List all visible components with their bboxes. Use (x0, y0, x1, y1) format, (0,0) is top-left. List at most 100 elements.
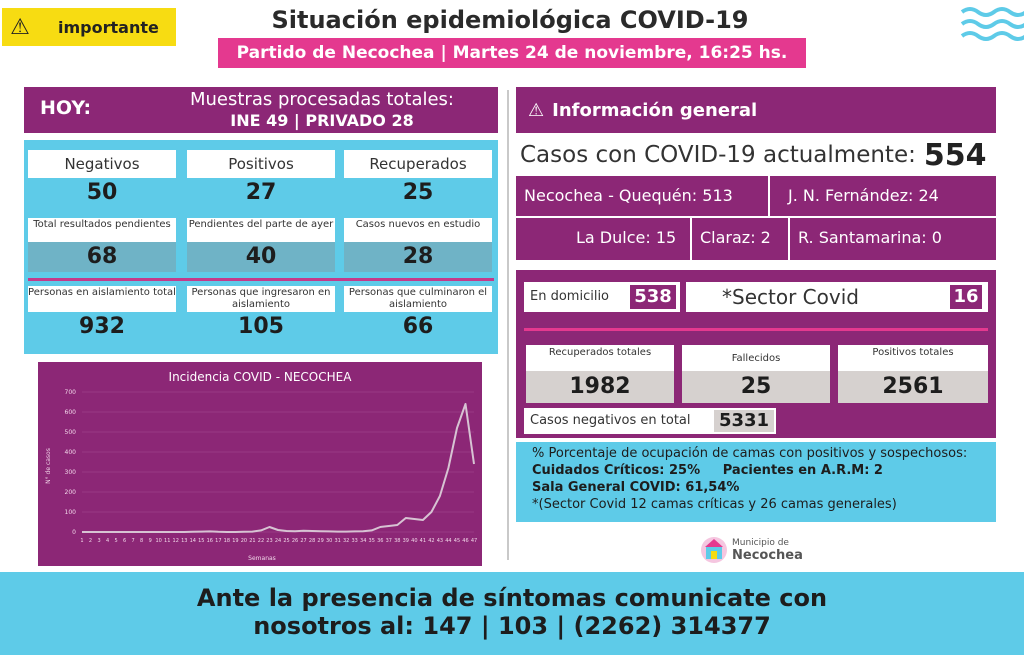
x-tick-label: 20 (241, 538, 247, 544)
stat-value: 40 (187, 242, 335, 272)
camas-line2: Cuidados Críticos: 25% Pacientes en A.R.… (532, 463, 883, 478)
x-tick-label: 40 (411, 538, 417, 544)
stat-value: 50 (28, 178, 176, 208)
x-tick-label: 10 (156, 538, 162, 544)
waves-icon (960, 7, 1024, 41)
stat-value: 25 (344, 178, 492, 208)
municipio-logo: Municipio de Necochea (700, 533, 820, 567)
casos-value: 554 (923, 137, 987, 173)
x-tick-label: 33 (352, 538, 358, 544)
stat-label: Personas que culminaron el aislamiento (344, 286, 492, 312)
stat-negativos: Negativos 50 (28, 150, 176, 208)
divider (524, 328, 988, 331)
logo-line1: Municipio de (732, 537, 789, 548)
stat-aislamiento-total: Personas en aislamiento total 932 (28, 286, 176, 342)
hoy-banner: HOY: Muestras procesadas totales: INE 49… (24, 87, 498, 133)
x-tick-label: 41 (420, 538, 426, 544)
x-tick-label: 36 (377, 538, 383, 544)
domicilio-label: En domicilio (530, 289, 610, 304)
total-label: Positivos totales (838, 345, 988, 371)
muestras-value: INE 49 | PRIVADO 28 (230, 111, 414, 130)
x-tick-label: 23 (266, 538, 272, 544)
footer-banner: Ante la presencia de síntomas comunicate… (0, 572, 1024, 655)
negativos-label: Casos negativos en total (530, 413, 691, 428)
sector-value: 16 (950, 285, 982, 309)
sector-covid-box: *Sector Covid 16 (686, 282, 988, 312)
divider (28, 278, 494, 281)
x-tick-label: 34 (360, 538, 366, 544)
chart-ylabel: N° de casos (45, 448, 52, 484)
x-tick-label: 25 (283, 538, 289, 544)
municipio-logo-icon (701, 537, 727, 563)
x-tick-label: 35 (369, 538, 375, 544)
camas-line4: *(Sector Covid 12 camas críticas y 26 ca… (532, 497, 897, 512)
x-tick-label: 12 (173, 538, 179, 544)
x-tick-label: 13 (181, 538, 187, 544)
x-tick-label: 19 (232, 538, 238, 544)
x-tick-label: 2 (89, 538, 92, 544)
x-tick-label: 1 (80, 538, 83, 544)
x-tick-label: 4 (106, 538, 109, 544)
domicilio-box: En domicilio 538 (524, 282, 680, 312)
stat-value: 68 (28, 242, 176, 272)
info-title: Información general (552, 99, 758, 121)
x-tick-label: 7 (132, 538, 135, 544)
casos-actuales: Casos con COVID-19 actualmente: 554 (520, 136, 996, 174)
x-tick-label: 6 (123, 538, 126, 544)
x-tick-label: 38 (394, 538, 400, 544)
total-label: Fallecidos (682, 345, 830, 371)
y-tick-label: 600 (65, 409, 77, 416)
stat-value: 932 (28, 312, 176, 342)
warning-icon: ⚠ (528, 99, 545, 121)
logo-line2: Necochea (732, 547, 803, 563)
x-tick-label: 27 (300, 538, 306, 544)
negativos-value: 5331 (714, 410, 774, 432)
muestras-label: Muestras procesadas totales: (189, 89, 455, 110)
x-tick-label: 26 (292, 538, 298, 544)
total-label: Recuperados totales (526, 345, 674, 371)
x-tick-label: 8 (140, 538, 143, 544)
chart-panel: Incidencia COVID - NECOCHEA Semanas N° d… (38, 362, 482, 566)
x-tick-label: 28 (309, 538, 315, 544)
x-tick-label: 24 (275, 538, 281, 544)
hoy-label: HOY: (40, 97, 92, 119)
chart-title: Incidencia COVID - NECOCHEA (169, 370, 353, 384)
loc-santamarina: R. Santamarina: 0 (798, 228, 942, 247)
stat-value: 66 (344, 312, 492, 342)
x-tick-label: 9 (149, 538, 152, 544)
stat-ingresaron: Personas que ingresaron en aislamiento 1… (187, 286, 335, 342)
domicilio-value: 538 (630, 285, 676, 309)
x-tick-label: 22 (258, 538, 264, 544)
column-divider (507, 90, 509, 560)
loc-claraz: Claraz: 2 (700, 228, 771, 247)
x-tick-label: 47 (471, 538, 477, 544)
logo-text: Municipio de Necochea (732, 538, 803, 563)
divider (768, 176, 770, 216)
loc-necochea: Necochea - Quequén: 513 (524, 186, 733, 205)
x-tick-label: 18 (224, 538, 230, 544)
x-tick-label: 5 (114, 538, 117, 544)
x-tick-label: 15 (198, 538, 204, 544)
x-tick-label: 45 (454, 538, 460, 544)
casos-label: Casos con COVID-19 actualmente: (520, 142, 916, 168)
camas-panel: % Porcentaje de ocupación de camas con p… (516, 442, 996, 522)
y-tick-label: 0 (72, 529, 76, 536)
y-tick-label: 400 (65, 449, 77, 456)
x-tick-label: 42 (428, 538, 434, 544)
x-tick-label: 3 (97, 538, 100, 544)
x-tick-label: 16 (207, 538, 213, 544)
stats-panel: Negativos 50 Positivos 27 Recuperados 25… (24, 140, 498, 354)
localidades-panel: Necochea - Quequén: 513 J. N. Fernández:… (516, 176, 996, 260)
x-tick-label: 29 (317, 538, 323, 544)
camas-line3: Sala General COVID: 61,54% (532, 480, 740, 495)
y-tick-label: 500 (65, 429, 77, 436)
x-tick-label: 11 (164, 538, 170, 544)
stat-label: Positivos (187, 150, 335, 178)
warning-icon: ⚠ (10, 14, 30, 40)
divider (788, 218, 790, 260)
stat-label: Personas que ingresaron en aislamiento (187, 286, 335, 312)
stat-label: Pendientes del parte de ayer (187, 218, 335, 242)
stat-label: Recuperados (344, 150, 492, 178)
x-tick-label: 44 (445, 538, 451, 544)
